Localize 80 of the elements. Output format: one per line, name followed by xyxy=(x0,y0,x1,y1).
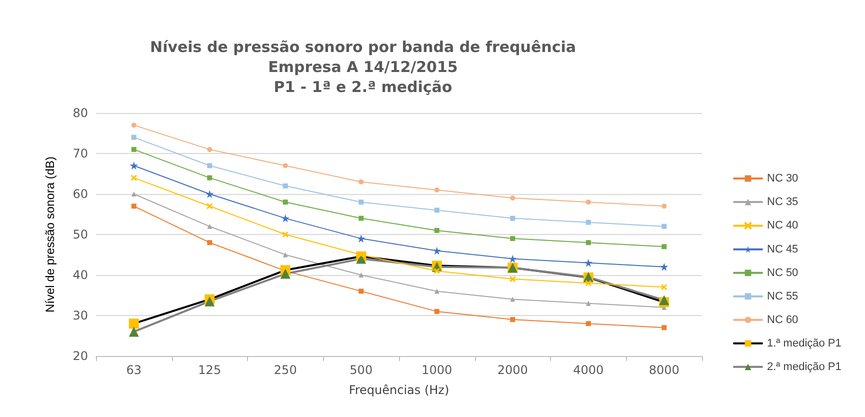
point xyxy=(509,276,516,282)
point xyxy=(282,200,288,205)
point xyxy=(206,202,213,210)
point xyxy=(662,325,667,330)
legend-label: NC 60 xyxy=(767,314,798,326)
point xyxy=(131,192,136,196)
point xyxy=(510,296,516,302)
point xyxy=(662,204,667,209)
legend-label: NC 40 xyxy=(767,220,798,232)
legend-label: NC 45 xyxy=(767,243,798,256)
chart-title: Níveis de pressão sonoro por banda de frequência Empresa A 14/12/2015 P1 - 1ª e 2.ª medição xyxy=(150,38,576,96)
x-axis-title: Frequências (Hz) xyxy=(348,383,450,397)
point xyxy=(357,234,366,243)
point xyxy=(585,280,592,286)
y-tick-label: 30 xyxy=(72,308,88,322)
legend-label: NC 30 xyxy=(767,172,798,184)
point xyxy=(282,252,288,258)
x-tick-label: 500 xyxy=(350,363,373,377)
x-tick-label: 8000 xyxy=(648,363,680,377)
legend-label: NC 50 xyxy=(767,266,798,279)
point xyxy=(130,174,138,182)
x-tick-label: 2000 xyxy=(497,363,528,377)
point xyxy=(358,272,364,278)
point xyxy=(207,146,212,152)
point xyxy=(358,288,364,294)
y-axis-title: Nível de pressão sonora (dB) xyxy=(43,156,57,313)
y-tick-label: 40 xyxy=(72,268,88,282)
legend-label: 2.ª medição P1 xyxy=(767,360,842,373)
point xyxy=(434,228,440,233)
point xyxy=(358,179,364,184)
x-tick-label: 250 xyxy=(274,363,297,377)
point xyxy=(660,284,668,290)
point xyxy=(586,200,591,205)
point xyxy=(131,122,136,128)
point xyxy=(282,231,289,238)
point xyxy=(584,258,592,267)
point xyxy=(432,246,441,255)
point xyxy=(510,236,516,242)
legend-label: 1.ª medição P1 xyxy=(767,337,842,350)
point xyxy=(434,268,440,274)
x-tick-label: 125 xyxy=(198,363,222,377)
y-tick-label: 50 xyxy=(72,228,88,242)
point xyxy=(434,187,440,192)
point xyxy=(358,216,364,221)
point xyxy=(586,300,591,306)
point xyxy=(207,163,212,168)
x-tick-label: 4000 xyxy=(573,363,604,377)
y-tick-label: 20 xyxy=(72,349,88,363)
point xyxy=(510,196,516,201)
point xyxy=(131,204,136,209)
point xyxy=(207,175,212,180)
point xyxy=(282,163,288,168)
y-tick-label: 80 xyxy=(72,106,88,120)
point xyxy=(282,183,288,188)
point xyxy=(434,288,440,294)
point xyxy=(207,240,212,246)
point xyxy=(586,220,591,225)
point xyxy=(510,216,516,221)
point xyxy=(434,208,440,213)
point xyxy=(130,162,138,170)
point xyxy=(586,321,591,326)
point xyxy=(207,224,212,229)
x-tick-label: 1000 xyxy=(422,363,452,377)
point xyxy=(434,308,440,314)
point xyxy=(586,240,591,246)
point xyxy=(358,200,364,205)
y-tick-label: 60 xyxy=(72,187,88,201)
y-tick-label: 70 xyxy=(72,146,88,160)
legend-label: NC 35 xyxy=(767,196,798,208)
point xyxy=(131,134,136,140)
point xyxy=(131,146,136,152)
point xyxy=(206,190,214,198)
point xyxy=(510,317,516,322)
legend-label: NC 55 xyxy=(767,290,798,302)
point xyxy=(660,262,668,271)
point xyxy=(662,244,667,250)
x-tick-label: 63 xyxy=(126,363,142,377)
point xyxy=(281,214,290,222)
point xyxy=(508,254,517,263)
point xyxy=(662,224,667,229)
